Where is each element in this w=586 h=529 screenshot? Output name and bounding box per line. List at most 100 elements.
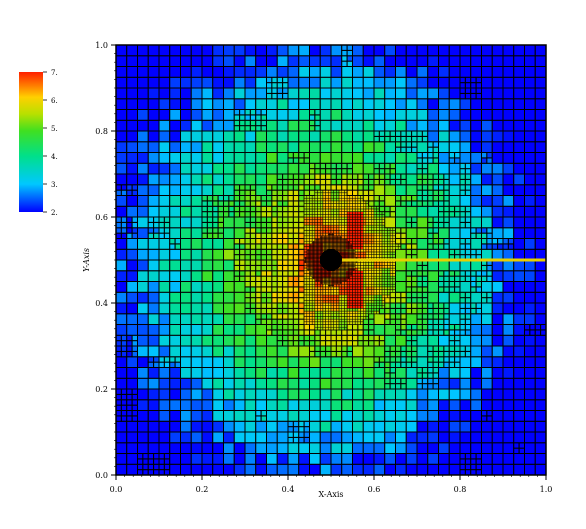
mesh-cell (384, 377, 391, 385)
mesh-cell (352, 345, 364, 358)
mesh-cell (411, 238, 418, 245)
mesh-cell (320, 214, 324, 218)
mesh-cell (363, 211, 367, 215)
mesh-cell (344, 219, 348, 223)
mesh-cell (292, 259, 300, 266)
mesh-cell (448, 238, 461, 250)
mesh-cell (309, 197, 313, 202)
mesh-cell (116, 162, 128, 175)
mesh-cell (255, 302, 262, 309)
mesh-cell (255, 238, 262, 245)
mesh-cell (330, 87, 343, 100)
mesh-cell (411, 345, 418, 352)
mesh-cell (341, 388, 353, 401)
mesh-cell (363, 286, 367, 290)
mesh-cell (249, 221, 257, 229)
mesh-cell (352, 211, 356, 215)
mesh-cell (126, 227, 133, 234)
mesh-cell (459, 367, 472, 379)
mesh-cell (470, 248, 477, 256)
mesh-cell (448, 173, 461, 186)
mesh-cell (352, 243, 356, 247)
mesh-cell (395, 178, 402, 186)
mesh-cell (271, 318, 278, 325)
mesh-cell (233, 152, 246, 164)
mesh-cell (438, 318, 445, 325)
mesh-cell (282, 264, 289, 272)
mesh-cell (384, 273, 388, 277)
mesh-cell (255, 254, 262, 261)
mesh-cell (389, 232, 394, 237)
mesh-cell (266, 200, 273, 207)
mesh-cell (298, 275, 305, 282)
mesh-cell (365, 227, 369, 231)
mesh-cell (287, 195, 294, 202)
mesh-cell (395, 119, 407, 132)
mesh-cell (292, 313, 300, 320)
mesh-cell (481, 420, 493, 433)
mesh-cell (368, 216, 372, 220)
mesh-cell (142, 458, 149, 465)
mesh-cell (303, 203, 308, 207)
mesh-cell (346, 227, 351, 231)
mesh-cell (373, 249, 377, 253)
mesh-cell (400, 297, 407, 304)
mesh-cell (255, 87, 267, 100)
mesh-cell (411, 297, 418, 304)
mesh-cell (260, 109, 267, 116)
mesh-cell (363, 219, 367, 223)
mesh-cell (244, 87, 257, 100)
mesh-cell (131, 345, 138, 352)
mesh-cell (524, 334, 536, 347)
mesh-cell (212, 227, 219, 234)
mesh-cell (464, 275, 472, 282)
mesh-cell (298, 216, 305, 223)
mesh-cell (137, 270, 149, 282)
mesh-cell (276, 334, 284, 342)
mesh-cell (180, 55, 192, 67)
mesh-cell (459, 211, 466, 218)
mesh-cell (371, 286, 375, 290)
mesh-cell (319, 356, 332, 368)
mesh-cell (266, 399, 278, 411)
mesh-cell (276, 275, 284, 282)
mesh-cell (201, 119, 214, 132)
mesh-cell (368, 254, 372, 258)
mesh-cell (352, 377, 364, 390)
mesh-cell (309, 230, 313, 234)
mesh-cell (292, 420, 300, 428)
mesh-cell (116, 356, 128, 368)
mesh-cell (459, 302, 466, 309)
mesh-cell (330, 211, 334, 215)
mesh-cell (346, 45, 353, 51)
mesh-cell (169, 270, 181, 282)
mesh-cell (335, 173, 343, 180)
mesh-cell (411, 221, 418, 229)
mesh-cell (438, 313, 445, 320)
mesh-cell (266, 297, 273, 304)
mesh-cell (354, 302, 359, 306)
mesh-cell (352, 232, 356, 237)
mesh-cell (338, 216, 342, 220)
mesh-cell (287, 45, 300, 57)
mesh-cell (255, 119, 262, 127)
mesh-cell (330, 66, 343, 78)
mesh-cell (306, 302, 310, 306)
mesh-cell (381, 278, 385, 282)
mesh-cell (534, 377, 546, 390)
mesh-cell (438, 286, 445, 293)
mesh-cell (416, 318, 423, 325)
mesh-cell (126, 388, 133, 395)
mesh-cell (244, 114, 251, 121)
mesh-cell (287, 313, 294, 320)
mesh-cell (341, 224, 345, 228)
mesh-cell (190, 463, 203, 475)
mesh-cell (341, 286, 345, 290)
mesh-cell (201, 141, 214, 153)
mesh-cell (384, 232, 388, 237)
mesh-cell (427, 367, 434, 374)
mesh-cell (368, 281, 372, 285)
mesh-cell (328, 219, 332, 223)
mesh-cell (126, 367, 138, 379)
mesh-cell (376, 305, 380, 309)
